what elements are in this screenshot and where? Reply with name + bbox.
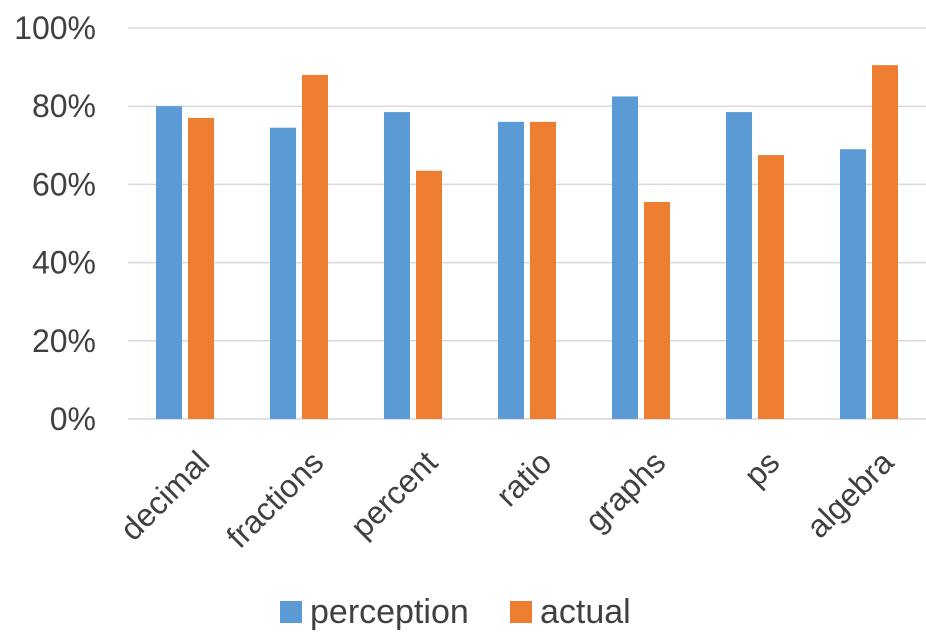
- y-tick-label: 60%: [32, 166, 96, 202]
- x-category-label: percent: [343, 444, 444, 545]
- bar-actual-ratio: [530, 121, 556, 419]
- x-category-label: fractions: [219, 444, 330, 555]
- bar-actual-graphs: [644, 201, 670, 419]
- x-category-label: ratio: [489, 444, 558, 513]
- bar-perception-graphs: [612, 96, 638, 420]
- gridlines: [128, 27, 926, 420]
- bar-actual-algebra: [872, 65, 898, 420]
- x-category-label: ps: [737, 444, 786, 493]
- bar-perception-percent: [384, 112, 410, 419]
- x-category-label: decimal: [113, 444, 216, 547]
- legend: perception actual: [280, 593, 631, 631]
- bar-perception-fractions: [270, 127, 296, 419]
- bar-actual-ps: [758, 155, 784, 419]
- x-category-label: graphs: [578, 444, 673, 539]
- legend-label-perception: perception: [310, 593, 469, 631]
- y-axis-tick-labels: 0% 20% 40% 60% 80% 100%: [14, 10, 96, 437]
- legend-swatch-actual: [510, 601, 532, 623]
- y-tick-label: 80%: [32, 88, 96, 124]
- bar-perception-algebra: [840, 149, 866, 419]
- y-tick-label: 0%: [50, 401, 96, 437]
- x-category-label: algebra: [799, 444, 900, 545]
- bar-actual-percent: [416, 170, 442, 419]
- bar-perception-ps: [726, 112, 752, 419]
- legend-swatch-perception: [280, 601, 302, 623]
- bar-actual-decimal: [188, 117, 214, 420]
- y-tick-label: 40%: [32, 245, 96, 281]
- legend-label-actual: actual: [540, 593, 631, 631]
- bar-perception-ratio: [498, 121, 524, 419]
- x-axis-category-labels: decimal fractions percent ratio graphs ps alge…: [113, 444, 901, 555]
- y-tick-label: 20%: [32, 323, 96, 359]
- bar-actual-fractions: [302, 74, 328, 420]
- bars: [156, 65, 898, 420]
- y-tick-label: 100%: [14, 10, 96, 46]
- bar-perception-decimal: [156, 106, 182, 419]
